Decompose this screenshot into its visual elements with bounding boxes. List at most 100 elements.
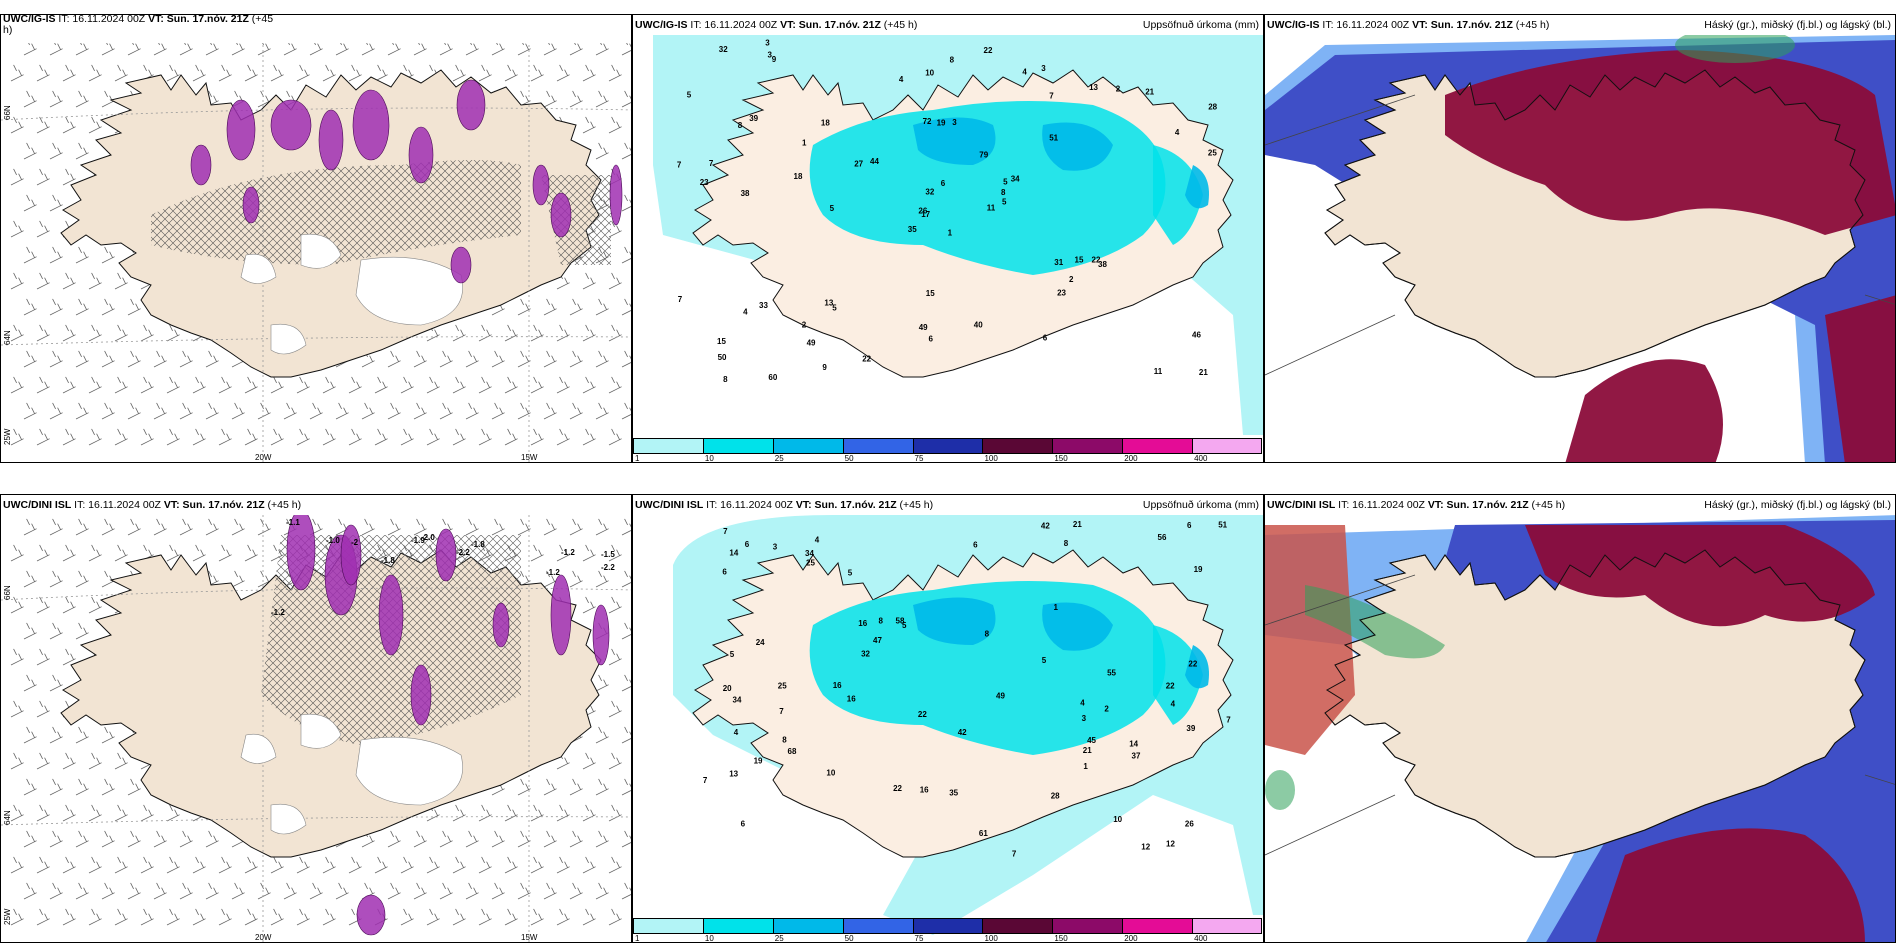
- precip-value: 8: [723, 375, 728, 384]
- graticule: [1, 35, 631, 462]
- precip-value: 25: [806, 559, 815, 568]
- lat-label-64n: 64N: [3, 330, 12, 345]
- colorbar-swatch: [842, 438, 913, 454]
- map-panel-cloud-dini: UWC/DINI ISL IT: 16.11.2024 00Z VT: Sun.…: [1264, 494, 1896, 943]
- lon-label-25w: 25W: [3, 908, 12, 925]
- snow-patches: [240, 713, 463, 835]
- colorbar-tick: 10: [704, 454, 714, 463]
- precip-value: 15: [1075, 255, 1084, 264]
- map-panel-precip-dini: UWC/DINI ISL IT: 16.11.2024 00Z VT: Sun.…: [632, 494, 1264, 943]
- precip-value: 11: [1154, 367, 1163, 376]
- precip-colorbar: 1 10 25 50 75 100 150 200 400: [633, 434, 1263, 462]
- precip-value: 33: [759, 301, 768, 310]
- precip-map: 3464510138167620142622224249586851563239…: [633, 495, 1263, 942]
- precip-colorbar: 1 10 25 50 75 100 150 200 400: [633, 914, 1263, 942]
- precip-value: 8: [1064, 539, 1069, 548]
- precip-map: 1817155533711921382835516072793344504919…: [633, 15, 1263, 462]
- field-title: Uppsöfnuð úrkoma (mm): [1142, 499, 1259, 511]
- precip-value: 17: [921, 210, 930, 219]
- colorbar-tick: 75: [914, 454, 924, 463]
- precip-value: 8: [985, 630, 990, 639]
- wind-map: -1.1 -1.0 -2 -1.2 -2.0 -2.2 -1.9 -1.8 -1.2 -1.5 -1…: [1, 495, 631, 942]
- precip-value: 25: [1208, 149, 1217, 158]
- panel-header: UWC/IG-IS IT: 16.11.2024 00Z VT: Sun. 17…: [633, 15, 1263, 35]
- precip-value: 39: [1186, 724, 1195, 733]
- precip-value: 23: [1057, 289, 1066, 298]
- precip-value: 3: [773, 542, 778, 551]
- precip-heavy: [913, 597, 1209, 689]
- colorbar-tick: 75: [914, 934, 924, 943]
- valid-time: VT: Sun. 17.nóv. 21Z: [795, 499, 897, 511]
- init-time: IT: 16.11.2024 00Z: [71, 499, 164, 511]
- precip-value: 7: [723, 527, 728, 536]
- colorbar-tick: 400: [1194, 934, 1208, 943]
- precip-value: 9: [822, 363, 827, 372]
- precip-value: 16: [847, 695, 856, 704]
- wind-map: [1, 15, 631, 462]
- precip-value: 50: [718, 353, 727, 362]
- precip-value: 32: [861, 650, 870, 659]
- colorbar-tick: 200: [1124, 454, 1138, 463]
- valid-time: VT: Sun. 17.nóv. 21Z: [780, 19, 881, 31]
- precip-value: 4: [1171, 700, 1176, 709]
- hatched-area: [151, 160, 611, 265]
- vertical-motion-areas: [190, 79, 623, 284]
- init-time: IT: 16.11.2024 00Z: [1319, 19, 1413, 31]
- precip-value: 39: [749, 114, 758, 123]
- precip-value: 45: [1087, 736, 1096, 745]
- precip-value: 56: [1158, 533, 1167, 542]
- precip-value: 18: [794, 172, 803, 181]
- precip-value: 3: [768, 51, 773, 60]
- precip-value: 40: [974, 320, 983, 329]
- colorbar-tick: 50: [844, 934, 854, 943]
- colorbar-tick: 100: [984, 934, 998, 943]
- lead-time-wrap: h): [3, 24, 13, 36]
- precip-value: 6: [722, 568, 727, 577]
- precip-value: 6: [973, 540, 978, 549]
- precip-value: 24: [756, 638, 765, 647]
- precip-value: 2: [1104, 705, 1109, 714]
- field-title: Háský (gr.), miðský (fj.bl.) og lágský (…: [1704, 499, 1891, 511]
- iceland-coastline: [1324, 549, 1866, 858]
- colorbar-tick: 25: [774, 934, 784, 943]
- precip-value: 6: [1043, 334, 1048, 343]
- map-panel-wind-igis: UWC/IG-IS IT: 16.11.2024 00Z VT: Sun. 17…: [0, 14, 632, 463]
- precip-value: 60: [768, 373, 777, 382]
- precip-value: 13: [729, 770, 738, 779]
- precip-value: 16: [920, 786, 929, 795]
- omega-value: -1.8: [381, 556, 395, 565]
- precip-value: 32: [719, 45, 728, 54]
- omega-value: -1.1: [286, 518, 300, 527]
- precip-value: 22: [918, 710, 927, 719]
- precip-value: 23: [700, 178, 709, 187]
- colorbar-tick: 100: [984, 454, 998, 463]
- omega-value: -2.2: [601, 563, 615, 572]
- precip-value: 16: [858, 619, 867, 628]
- lon-label-20w: 20W: [255, 453, 272, 462]
- colorbar-tick: 200: [1124, 934, 1138, 943]
- omega-value: -1.2: [271, 608, 285, 617]
- projection-lines: [1265, 574, 1895, 856]
- omega-value: -2.2: [456, 548, 470, 557]
- colorbar-swatch: [912, 918, 983, 934]
- precip-value: 7: [779, 707, 784, 716]
- precip-value: 51: [1218, 521, 1227, 530]
- precip-value: 7: [1012, 850, 1017, 859]
- panel-header: UWC/DINI ISL IT: 16.11.2024 00Z VT: Sun.…: [633, 495, 1263, 515]
- precip-value: 35: [908, 225, 917, 234]
- lead-time: (+45 h): [264, 499, 302, 511]
- lead-time: (+45: [248, 14, 274, 25]
- vertical-motion-areas: [286, 509, 610, 936]
- precip-value: 22: [1188, 660, 1197, 669]
- precip-value: 4: [1175, 128, 1180, 137]
- lon-label-20w: 20W: [255, 933, 272, 942]
- model-name: UWC/DINI ISL: [1267, 499, 1336, 511]
- model-name: UWC/DINI ISL: [635, 499, 704, 511]
- precip-value: 12: [1166, 840, 1175, 849]
- precip-value: 3: [1082, 714, 1087, 723]
- colorbar-swatch: [772, 918, 843, 934]
- precip-value: 12: [1141, 842, 1150, 851]
- omega-value: -1.2: [546, 568, 560, 577]
- high-cloud: [1265, 525, 1875, 942]
- precip-value: 4: [1080, 699, 1085, 708]
